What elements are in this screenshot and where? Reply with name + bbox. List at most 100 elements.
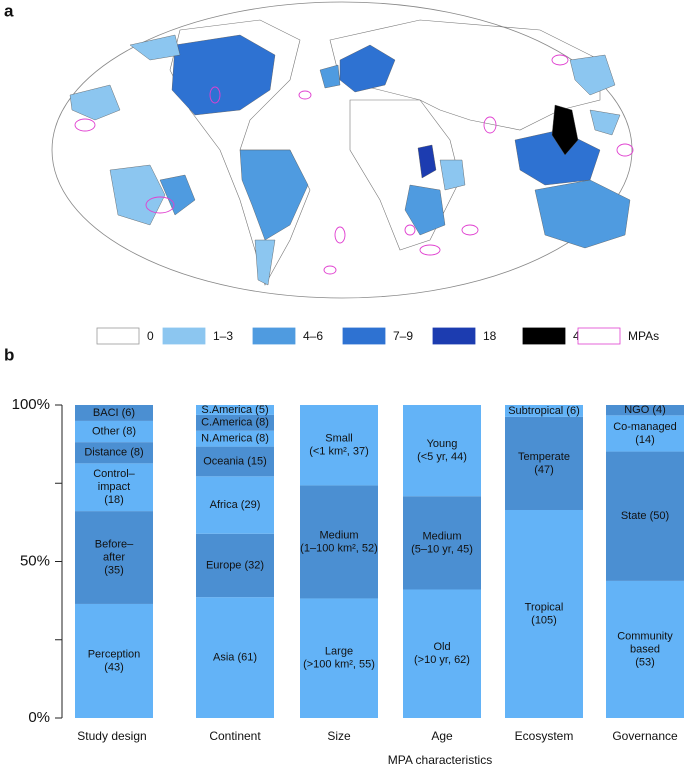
mpa-outline: [483, 116, 497, 134]
segment-label: Young: [427, 438, 458, 450]
segment-label: Co-managed: [613, 421, 677, 433]
legend-label: 0: [147, 329, 154, 343]
segment-label: (<5 yr, 44): [417, 451, 467, 463]
map-region: [109, 164, 166, 226]
x-tick-label: Governance: [612, 729, 678, 743]
segment-label: based: [630, 643, 660, 655]
map-region: [239, 149, 309, 241]
bar-segment: [196, 533, 274, 598]
segment-label: (14): [635, 434, 655, 446]
bar-segment: [300, 598, 378, 718]
panel-label: a: [4, 1, 14, 20]
legend-swatch: [522, 327, 566, 345]
world-map: [51, 1, 634, 299]
bar-segment: [75, 405, 153, 421]
mpa-outline: [323, 265, 337, 275]
map-region: [404, 184, 446, 236]
y-tick-label: 50%: [20, 552, 50, 569]
legend-label: MPAs: [628, 329, 659, 343]
map-region: [439, 159, 466, 191]
bar-segment: [403, 496, 481, 590]
y-tick-label: 0%: [28, 709, 50, 726]
map-region: [159, 174, 196, 216]
map-legend: 01–34–67–91841MPAs: [96, 327, 659, 345]
bar-segment: [196, 405, 274, 415]
legend-swatch: [162, 327, 206, 345]
mpa-outline: [145, 196, 175, 214]
segment-label: (<1 km², 37): [309, 446, 369, 458]
continent-outline: [329, 19, 601, 131]
segment-label: Distance (8): [84, 447, 143, 459]
panel-label: b: [4, 345, 14, 364]
bar-segment: [196, 597, 274, 718]
legend-swatch: [342, 327, 386, 345]
bar-segment: [75, 511, 153, 604]
bar-segment: [75, 442, 153, 464]
map-region: [319, 64, 341, 89]
segment-label: Asia (61): [213, 651, 257, 663]
bar-segment: [403, 405, 481, 497]
x-tick-label: Size: [327, 729, 351, 743]
legend-swatch: [432, 327, 476, 345]
mpa-outline: [616, 143, 634, 157]
mpa-outline: [74, 118, 96, 132]
segment-label: impact: [98, 481, 130, 493]
bar-segment: [606, 405, 684, 416]
segment-label: (18): [104, 494, 124, 506]
bar-chart: 0% 50% 100% Perception(43) Before–after(35) C…: [12, 396, 684, 767]
map-region: [129, 34, 181, 61]
segment-label: Medium: [422, 530, 461, 542]
segment-label: Large: [325, 646, 353, 658]
bar-segment: [505, 416, 583, 510]
segment-label: Old: [433, 641, 450, 653]
map-region: [339, 44, 396, 93]
bar-segment: [505, 405, 583, 417]
map-region: [534, 179, 631, 249]
segment-label: Other (8): [92, 425, 136, 437]
segment-label: Europe (32): [206, 559, 264, 571]
legend-swatch: [252, 327, 296, 345]
segment-label: (>100 km², 55): [303, 659, 375, 671]
bar-segment: [505, 509, 583, 718]
bar-segment: [196, 430, 274, 447]
segment-label: Small: [325, 433, 353, 445]
map-region: [569, 54, 616, 96]
map-region: [69, 84, 121, 121]
legend-label: 7–9: [393, 329, 413, 343]
map-region: [171, 34, 276, 116]
segment-label: (35): [104, 564, 124, 576]
x-tick-label: Ecosystem: [515, 729, 574, 743]
mpa-outline: [461, 224, 479, 236]
segment-label: (43): [104, 661, 124, 673]
segment-label: Before–: [95, 538, 134, 550]
mpa-outline: [209, 86, 221, 104]
map-region: [589, 109, 621, 136]
x-tick-label: Age: [431, 729, 453, 743]
legend-swatch: [577, 327, 621, 345]
segment-label: Community: [617, 630, 673, 642]
bar-segment: [606, 580, 684, 718]
segment-label: Temperate: [518, 451, 570, 463]
legend-label: 18: [483, 329, 497, 343]
segment-label: (47): [534, 464, 554, 476]
bar-segment: [606, 415, 684, 452]
segment-label: BACI (6): [93, 407, 135, 419]
mpa-outline: [551, 54, 569, 66]
segment-label: Control–: [93, 468, 135, 480]
legend-swatch: [96, 327, 140, 345]
bar-segment: [403, 589, 481, 718]
bar-segment: [300, 405, 378, 486]
segment-label: Tropical: [525, 601, 564, 613]
segment-label: Medium: [319, 529, 358, 541]
segment-label: Subtropical (6): [508, 405, 580, 417]
mpa-outline: [334, 226, 346, 244]
group-label: MPA characteristics: [388, 753, 492, 767]
mpa-outline: [419, 244, 441, 256]
segment-label: State (50): [621, 510, 669, 522]
segment-label: C.America (8): [201, 417, 269, 429]
bar-segment: [75, 463, 153, 512]
bar-segment: [300, 485, 378, 599]
segment-label: (53): [635, 656, 655, 668]
segment-label: Oceania (15): [203, 455, 267, 467]
